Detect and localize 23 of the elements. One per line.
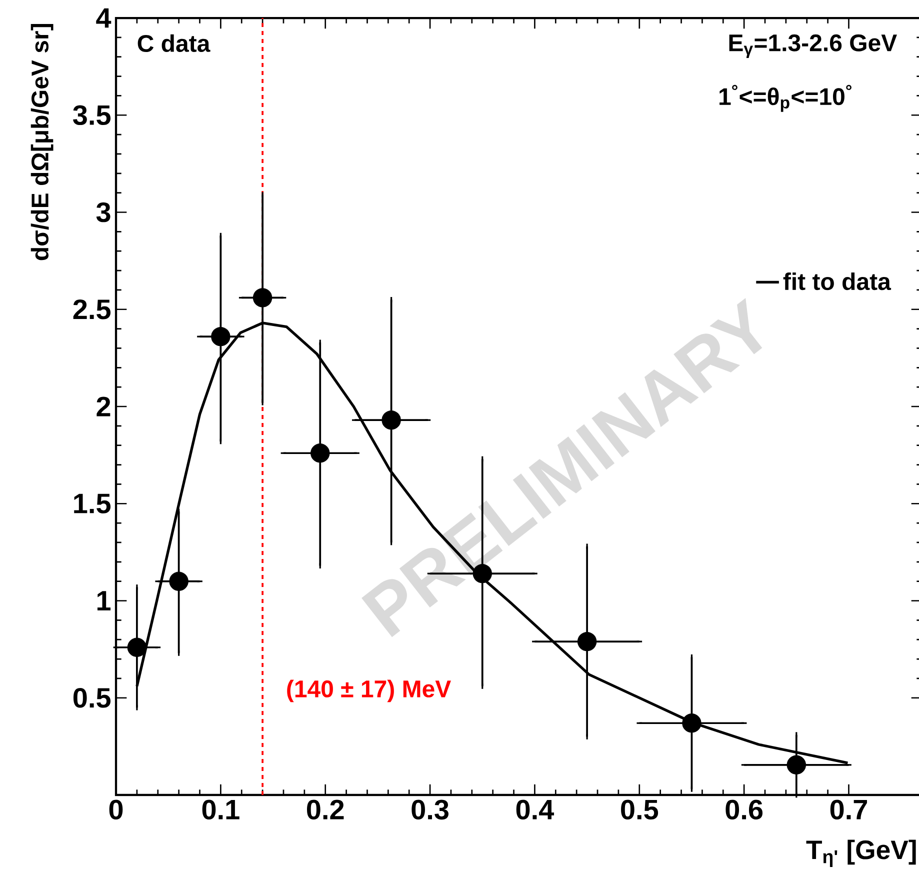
x-tick-label: 0: [109, 800, 123, 820]
y-tick-label: 4: [96, 8, 112, 28]
x-tick-label: 0.1: [202, 800, 240, 820]
y-tick-label: 3.5: [73, 105, 111, 126]
y-tick-label: 1: [97, 591, 111, 610]
annotation: E$_{γ}$=1.3-2.6 GeV: [729, 34, 897, 58]
y-tick-label: 1.5: [74, 494, 111, 514]
y-tick-label: 3: [96, 202, 110, 222]
y-tick-label: 2: [96, 396, 110, 416]
y-tick-label: 0.5: [73, 688, 111, 708]
legend-label: fit to data: [783, 272, 892, 290]
annotation: C data: [138, 34, 210, 52]
x-tick-label: 0.2: [307, 800, 344, 820]
y-axis-title: dσ/dE dΩ[μb/GeV sr]: [30, 24, 54, 260]
x-tick-label: 0.4: [516, 800, 554, 820]
x-tick-label: 0.7: [830, 800, 867, 820]
x-axis-title: T$_{η'}$ [GeV]: [806, 840, 916, 868]
ref-line-label: (140 ± 17) MeV: [287, 680, 451, 702]
x-tick-label: 0.3: [412, 800, 448, 820]
x-tick-label: 0.6: [726, 800, 763, 820]
annotation: 1$^{°}$<=θ$_{p}$<=10$^{°}$: [720, 84, 852, 112]
x-tick-label: 0.5: [621, 800, 658, 820]
y-tick-label: 2.5: [73, 299, 111, 320]
